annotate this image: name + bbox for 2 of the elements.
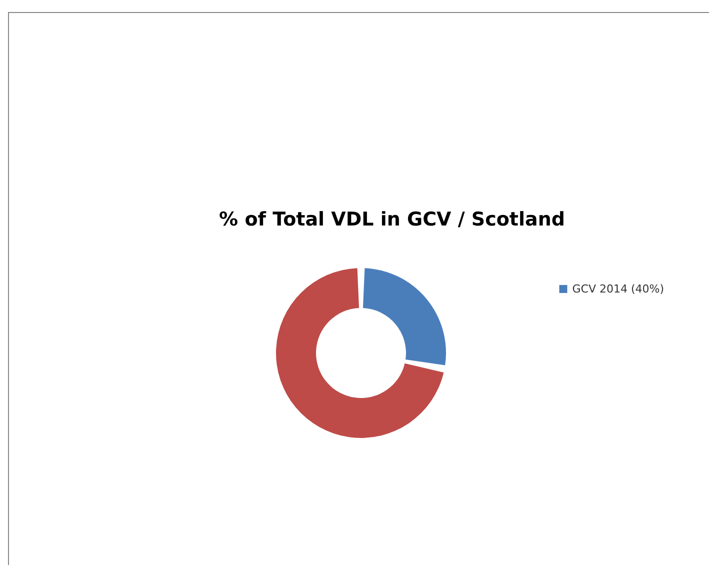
chart-title: % of Total VDL in GCV / Scotland <box>219 208 565 230</box>
legend-label: GCV 2014 (40%) <box>572 282 664 296</box>
